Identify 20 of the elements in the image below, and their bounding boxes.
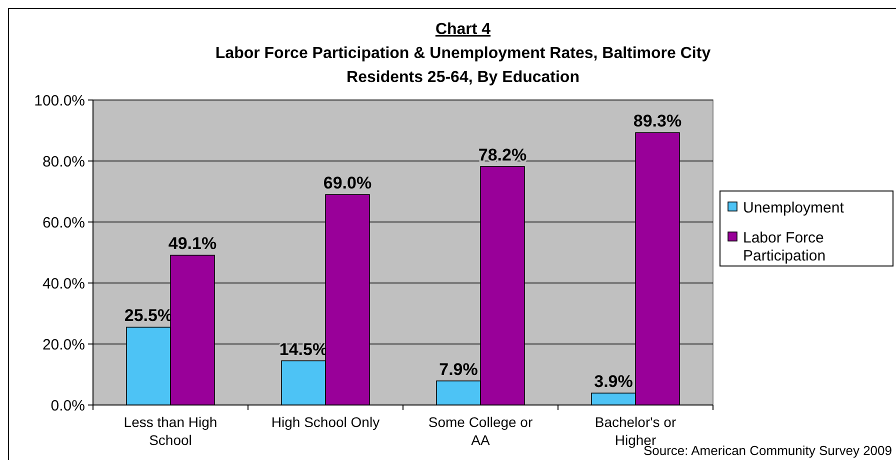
data-label: 78.2% <box>478 145 527 164</box>
data-label: 49.1% <box>168 234 217 254</box>
y-tick-label: 60.0% <box>42 214 85 232</box>
data-label: 89.3% <box>633 112 682 131</box>
x-tick-label: Bachelor's or Higher <box>594 414 676 448</box>
y-tick-label: 100.0% <box>34 92 85 110</box>
y-tick-label: 20.0% <box>42 336 85 354</box>
x-tick-label: Some College or AA <box>428 414 533 448</box>
legend-label: Labor Force Participation <box>743 229 826 264</box>
data-label: 69.0% <box>323 174 372 193</box>
chart-title: Chart 4 <box>435 21 491 38</box>
y-tick-label: 40.0% <box>42 275 85 292</box>
y-tick-label: 80.0% <box>42 153 85 170</box>
legend-label: Unemployment <box>743 199 845 216</box>
data-label: 3.9% <box>594 372 633 392</box>
chart-subtitle: Labor Force Participation & Unemployment Rates, Baltimore City Residents 25-64, By Education <box>215 45 711 86</box>
data-label: 7.9% <box>439 360 478 379</box>
x-tick-label: Less than High School <box>124 414 218 448</box>
y-tick-label: 0.0% <box>50 397 85 414</box>
x-tick-label: High School Only <box>271 414 380 430</box>
